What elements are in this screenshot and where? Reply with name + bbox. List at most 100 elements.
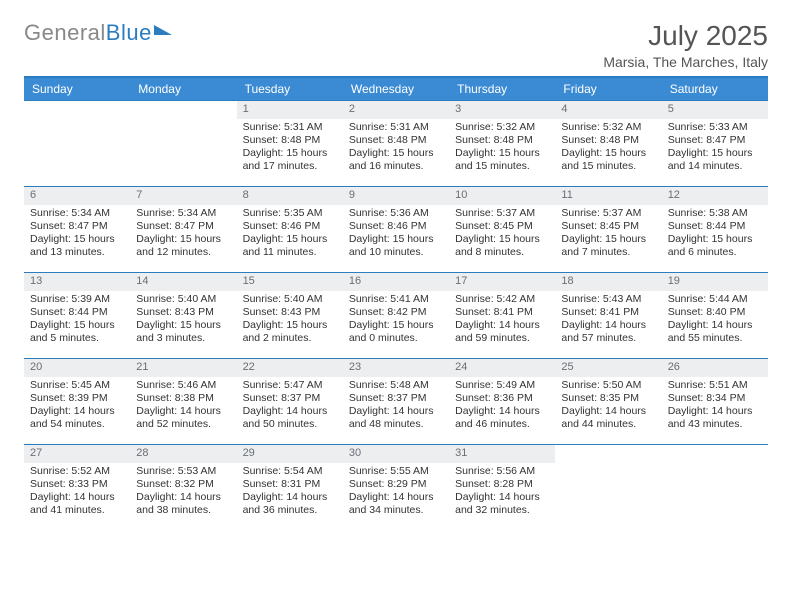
day-number: 22	[237, 358, 343, 377]
page-header: GeneralBlue July 2025 Marsia, The Marche…	[24, 20, 768, 70]
day-number: 11	[555, 186, 661, 205]
day-number: 3	[449, 100, 555, 119]
title-block: July 2025 Marsia, The Marches, Italy	[603, 20, 768, 70]
day-number: 28	[130, 444, 236, 463]
day-number: 29	[237, 444, 343, 463]
day-number: 9	[343, 186, 449, 205]
calendar-day-cell: 10Sunrise: 5:37 AMSunset: 8:45 PMDayligh…	[449, 186, 555, 272]
day-number: 26	[662, 358, 768, 377]
weekday-header: Saturday	[662, 78, 768, 100]
calendar-day-cell: 20Sunrise: 5:45 AMSunset: 8:39 PMDayligh…	[24, 358, 130, 444]
calendar-day-cell: 14Sunrise: 5:40 AMSunset: 8:43 PMDayligh…	[130, 272, 236, 358]
brand-part2: Blue	[106, 20, 152, 46]
calendar-day-cell	[555, 444, 661, 530]
day-details: Sunrise: 5:37 AMSunset: 8:45 PMDaylight:…	[449, 205, 555, 264]
calendar-day-cell: 21Sunrise: 5:46 AMSunset: 8:38 PMDayligh…	[130, 358, 236, 444]
weekday-header: Wednesday	[343, 78, 449, 100]
calendar-page: GeneralBlue July 2025 Marsia, The Marche…	[0, 0, 792, 550]
calendar-day-cell: 25Sunrise: 5:50 AMSunset: 8:35 PMDayligh…	[555, 358, 661, 444]
calendar-day-cell	[130, 100, 236, 186]
day-details: Sunrise: 5:37 AMSunset: 8:45 PMDaylight:…	[555, 205, 661, 264]
day-details: Sunrise: 5:44 AMSunset: 8:40 PMDaylight:…	[662, 291, 768, 350]
calendar-table: SundayMondayTuesdayWednesdayThursdayFrid…	[24, 78, 768, 530]
calendar-day-cell: 28Sunrise: 5:53 AMSunset: 8:32 PMDayligh…	[130, 444, 236, 530]
day-number: 2	[343, 100, 449, 119]
day-number: 21	[130, 358, 236, 377]
calendar-day-cell: 18Sunrise: 5:43 AMSunset: 8:41 PMDayligh…	[555, 272, 661, 358]
day-details: Sunrise: 5:55 AMSunset: 8:29 PMDaylight:…	[343, 463, 449, 522]
weekday-row: SundayMondayTuesdayWednesdayThursdayFrid…	[24, 78, 768, 100]
day-number-empty	[555, 444, 661, 463]
weekday-header: Monday	[130, 78, 236, 100]
calendar-day-cell: 16Sunrise: 5:41 AMSunset: 8:42 PMDayligh…	[343, 272, 449, 358]
day-number: 14	[130, 272, 236, 291]
calendar-day-cell: 27Sunrise: 5:52 AMSunset: 8:33 PMDayligh…	[24, 444, 130, 530]
calendar-day-cell: 13Sunrise: 5:39 AMSunset: 8:44 PMDayligh…	[24, 272, 130, 358]
day-details: Sunrise: 5:32 AMSunset: 8:48 PMDaylight:…	[449, 119, 555, 178]
day-number: 31	[449, 444, 555, 463]
calendar-day-cell: 29Sunrise: 5:54 AMSunset: 8:31 PMDayligh…	[237, 444, 343, 530]
day-details: Sunrise: 5:34 AMSunset: 8:47 PMDaylight:…	[130, 205, 236, 264]
day-details: Sunrise: 5:49 AMSunset: 8:36 PMDaylight:…	[449, 377, 555, 436]
day-number: 13	[24, 272, 130, 291]
day-details: Sunrise: 5:50 AMSunset: 8:35 PMDaylight:…	[555, 377, 661, 436]
calendar-week-row: 1Sunrise: 5:31 AMSunset: 8:48 PMDaylight…	[24, 100, 768, 186]
day-number: 27	[24, 444, 130, 463]
calendar-day-cell: 9Sunrise: 5:36 AMSunset: 8:46 PMDaylight…	[343, 186, 449, 272]
day-number: 16	[343, 272, 449, 291]
day-details: Sunrise: 5:46 AMSunset: 8:38 PMDaylight:…	[130, 377, 236, 436]
day-details: Sunrise: 5:42 AMSunset: 8:41 PMDaylight:…	[449, 291, 555, 350]
day-details: Sunrise: 5:54 AMSunset: 8:31 PMDaylight:…	[237, 463, 343, 522]
day-number: 6	[24, 186, 130, 205]
day-details: Sunrise: 5:40 AMSunset: 8:43 PMDaylight:…	[130, 291, 236, 350]
brand-logo: GeneralBlue	[24, 20, 172, 46]
day-number: 5	[662, 100, 768, 119]
calendar-day-cell: 26Sunrise: 5:51 AMSunset: 8:34 PMDayligh…	[662, 358, 768, 444]
calendar-day-cell: 6Sunrise: 5:34 AMSunset: 8:47 PMDaylight…	[24, 186, 130, 272]
calendar-day-cell: 5Sunrise: 5:33 AMSunset: 8:47 PMDaylight…	[662, 100, 768, 186]
day-number: 20	[24, 358, 130, 377]
day-details: Sunrise: 5:40 AMSunset: 8:43 PMDaylight:…	[237, 291, 343, 350]
day-number: 25	[555, 358, 661, 377]
day-number: 10	[449, 186, 555, 205]
day-details: Sunrise: 5:34 AMSunset: 8:47 PMDaylight:…	[24, 205, 130, 264]
calendar-week-row: 6Sunrise: 5:34 AMSunset: 8:47 PMDaylight…	[24, 186, 768, 272]
day-details: Sunrise: 5:35 AMSunset: 8:46 PMDaylight:…	[237, 205, 343, 264]
calendar-day-cell: 1Sunrise: 5:31 AMSunset: 8:48 PMDaylight…	[237, 100, 343, 186]
day-number: 1	[237, 100, 343, 119]
day-number: 12	[662, 186, 768, 205]
calendar-day-cell: 22Sunrise: 5:47 AMSunset: 8:37 PMDayligh…	[237, 358, 343, 444]
calendar-day-cell: 7Sunrise: 5:34 AMSunset: 8:47 PMDaylight…	[130, 186, 236, 272]
calendar-day-cell: 2Sunrise: 5:31 AMSunset: 8:48 PMDaylight…	[343, 100, 449, 186]
calendar-day-cell: 11Sunrise: 5:37 AMSunset: 8:45 PMDayligh…	[555, 186, 661, 272]
location-subtitle: Marsia, The Marches, Italy	[603, 54, 768, 70]
weekday-header: Thursday	[449, 78, 555, 100]
day-details: Sunrise: 5:45 AMSunset: 8:39 PMDaylight:…	[24, 377, 130, 436]
calendar-day-cell: 15Sunrise: 5:40 AMSunset: 8:43 PMDayligh…	[237, 272, 343, 358]
day-details: Sunrise: 5:31 AMSunset: 8:48 PMDaylight:…	[237, 119, 343, 178]
day-number: 18	[555, 272, 661, 291]
calendar-day-cell: 31Sunrise: 5:56 AMSunset: 8:28 PMDayligh…	[449, 444, 555, 530]
page-title: July 2025	[603, 20, 768, 52]
day-number-empty	[662, 444, 768, 463]
calendar-day-cell: 3Sunrise: 5:32 AMSunset: 8:48 PMDaylight…	[449, 100, 555, 186]
day-number: 17	[449, 272, 555, 291]
calendar-day-cell: 30Sunrise: 5:55 AMSunset: 8:29 PMDayligh…	[343, 444, 449, 530]
brand-part1: General	[24, 20, 106, 46]
calendar-day-cell: 4Sunrise: 5:32 AMSunset: 8:48 PMDaylight…	[555, 100, 661, 186]
day-number: 4	[555, 100, 661, 119]
day-details: Sunrise: 5:41 AMSunset: 8:42 PMDaylight:…	[343, 291, 449, 350]
calendar-week-row: 13Sunrise: 5:39 AMSunset: 8:44 PMDayligh…	[24, 272, 768, 358]
day-number: 19	[662, 272, 768, 291]
day-details: Sunrise: 5:47 AMSunset: 8:37 PMDaylight:…	[237, 377, 343, 436]
calendar-day-cell: 12Sunrise: 5:38 AMSunset: 8:44 PMDayligh…	[662, 186, 768, 272]
day-details: Sunrise: 5:48 AMSunset: 8:37 PMDaylight:…	[343, 377, 449, 436]
day-details: Sunrise: 5:39 AMSunset: 8:44 PMDaylight:…	[24, 291, 130, 350]
calendar-head: SundayMondayTuesdayWednesdayThursdayFrid…	[24, 78, 768, 100]
day-number: 15	[237, 272, 343, 291]
day-details: Sunrise: 5:31 AMSunset: 8:48 PMDaylight:…	[343, 119, 449, 178]
calendar-day-cell: 8Sunrise: 5:35 AMSunset: 8:46 PMDaylight…	[237, 186, 343, 272]
day-details: Sunrise: 5:36 AMSunset: 8:46 PMDaylight:…	[343, 205, 449, 264]
calendar-day-cell	[662, 444, 768, 530]
calendar-day-cell: 17Sunrise: 5:42 AMSunset: 8:41 PMDayligh…	[449, 272, 555, 358]
